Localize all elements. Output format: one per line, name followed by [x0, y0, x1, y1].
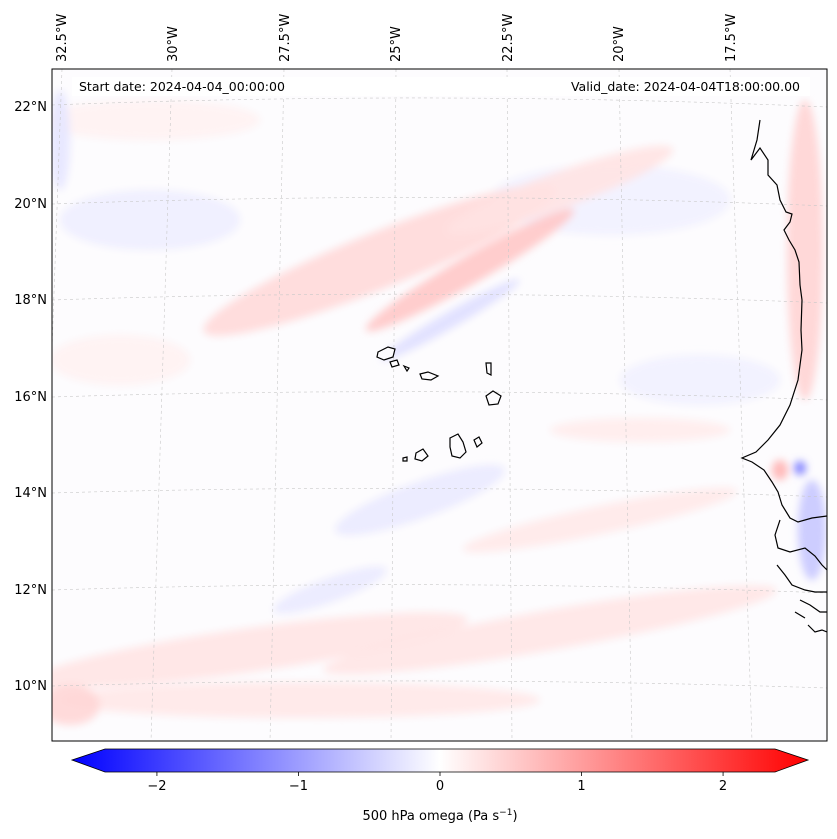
- colorbar-ticks: −2 −1 0 1 2: [147, 772, 727, 794]
- lat-label: 20°N: [14, 197, 47, 212]
- lat-label: 14°N: [14, 486, 47, 501]
- valid-date-label: Valid_date: 2024-04-04T18:00:00.00: [571, 79, 800, 94]
- lon-label: 30°W: [166, 26, 181, 62]
- lat-label: 12°N: [14, 583, 47, 598]
- lat-label: 16°N: [14, 390, 47, 405]
- lon-label: 25°W: [389, 26, 404, 62]
- lon-label: 20°W: [612, 26, 627, 62]
- lat-label: 18°N: [14, 293, 47, 308]
- coastline: [740, 119, 827, 633]
- colorbar-label: 500 hPa omega (Pa s−1): [362, 808, 517, 824]
- lon-label: 27.5°W: [278, 14, 293, 62]
- colorbar-tick-label: 0: [436, 779, 444, 794]
- lon-label: 32.5°W: [55, 14, 70, 62]
- longitude-labels: 32.5°W 30°W 27.5°W 25°W 22.5°W 20°W 17.5…: [55, 14, 739, 62]
- colorbar-tick-label: 1: [577, 779, 585, 794]
- map-border: [51, 68, 828, 742]
- lat-label: 10°N: [14, 679, 47, 694]
- colorbar-tick-label: 2: [719, 779, 727, 794]
- map-panel: [52, 69, 827, 741]
- start-date-label: Start date: 2024-04-04_00:00:00: [79, 79, 285, 94]
- cape-verde-islands: [376, 346, 502, 462]
- latitude-labels: 22°N 20°N 18°N 16°N 14°N 12°N 10°N: [14, 100, 47, 694]
- header-box: [72, 77, 810, 96]
- lon-label: 22.5°W: [501, 14, 516, 62]
- colorbar-fill: [72, 749, 808, 772]
- omega-field: [52, 90, 826, 725]
- colorbar-outline: [70, 748, 810, 773]
- graticule: [52, 69, 827, 741]
- lon-label: 17.5°W: [724, 14, 739, 62]
- colorbar-tick-label: −1: [289, 779, 308, 794]
- colorbar: −2 −1 0 1 2 500 hPa omega (Pa s−1): [70, 748, 810, 824]
- colorbar-tick-label: −2: [147, 779, 166, 794]
- lat-label: 22°N: [14, 100, 47, 115]
